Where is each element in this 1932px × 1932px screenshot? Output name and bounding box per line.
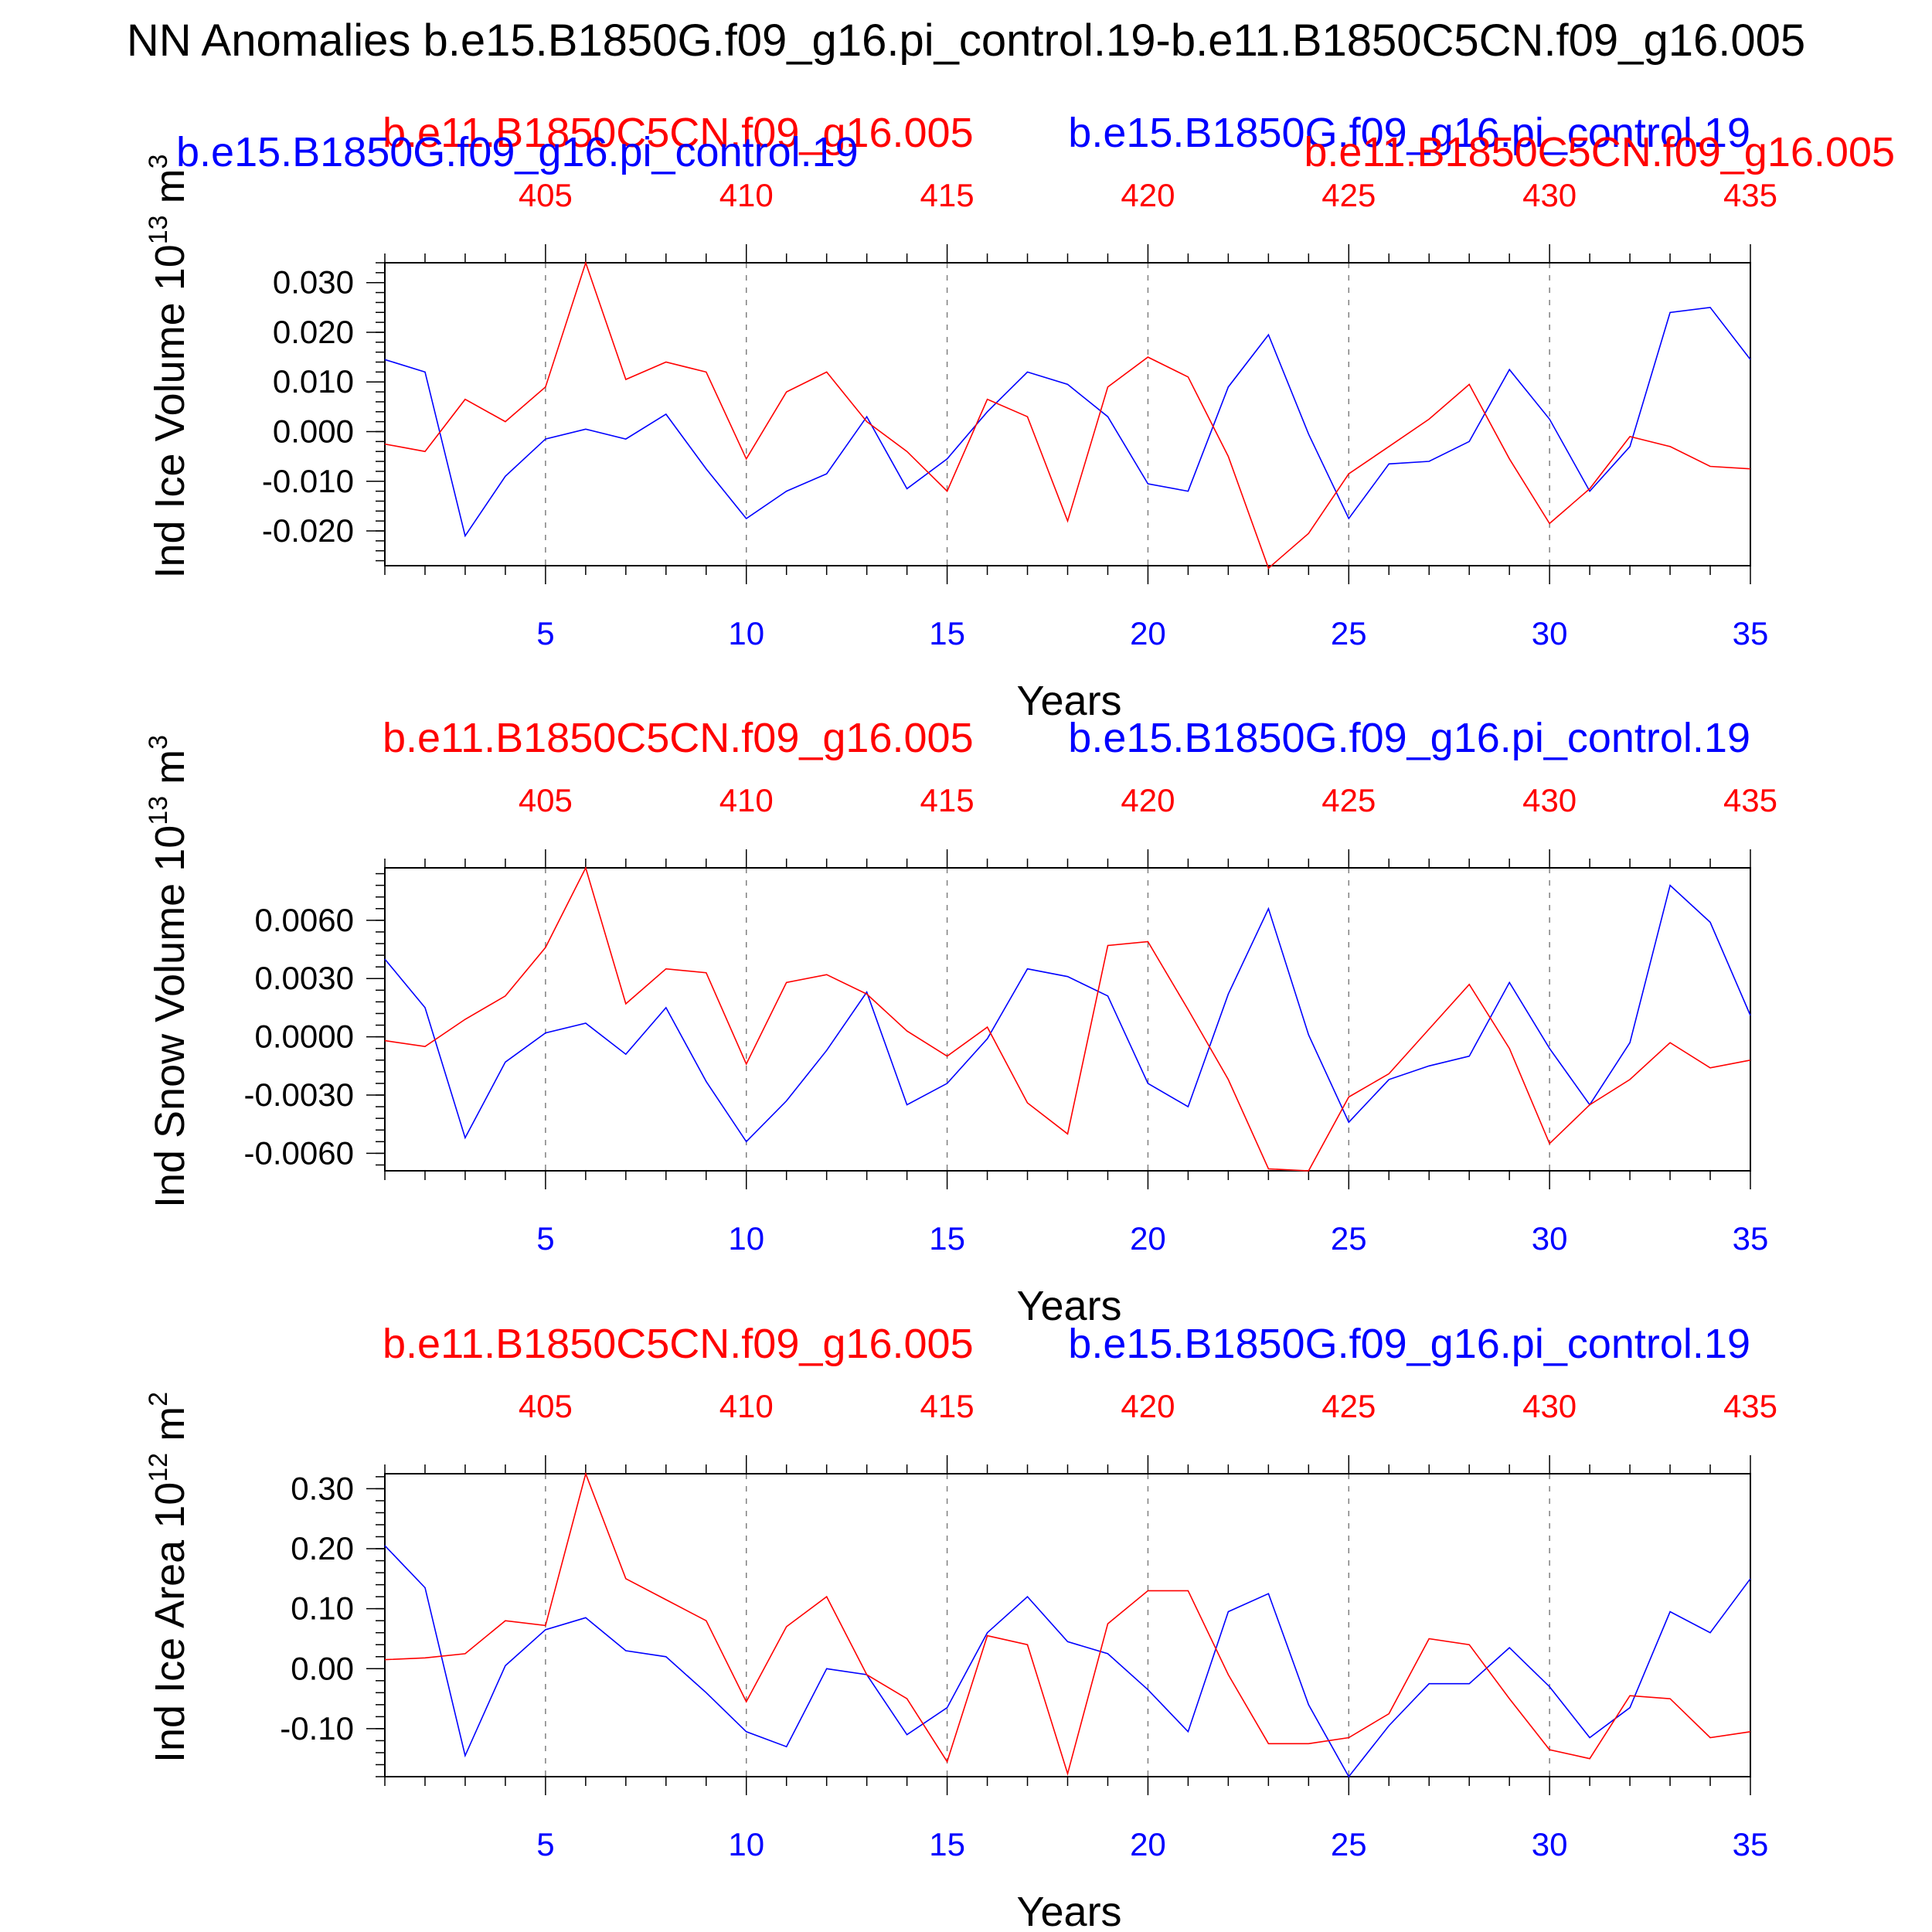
x-axis-label: Years xyxy=(1016,1283,1121,1329)
x-tick-label: 20 xyxy=(1130,1220,1166,1257)
y-tick-label: -0.010 xyxy=(262,463,354,499)
x-tick-label: 25 xyxy=(1331,1220,1367,1257)
top-tick-label: 420 xyxy=(1121,782,1175,818)
top-title-case-b: b.e11.B1850C5CN.f09_g16.005 xyxy=(383,715,974,761)
y-axis-label: Ind Ice Area 1012 m2 xyxy=(144,1392,193,1763)
y-tick-label: 0.20 xyxy=(291,1530,354,1566)
x-tick-label: 35 xyxy=(1733,1220,1769,1257)
top-tick-label: 435 xyxy=(1723,177,1777,213)
x-tick-label: 5 xyxy=(536,615,554,651)
top-tick-label: 415 xyxy=(920,1388,975,1424)
y-axis-label: Ind Ice Volume 1013 m3 xyxy=(144,154,193,578)
series-line-case-b xyxy=(384,1471,1751,1776)
chart-panel-2: -0.0060 -0.0030 0.0000 0.0030 0.0060 5 10 15 20 2… xyxy=(144,715,1777,1329)
top-title-case-a: b.e15.B1850G.f09_g16.pi_control.19 xyxy=(1068,110,1750,156)
panel-1-case-b-title: b.e11.B1850C5CN.f09_g16.005 xyxy=(1304,129,1895,175)
y-tick-label: -0.10 xyxy=(280,1710,354,1747)
y-tick-label: 0.0060 xyxy=(255,902,354,938)
y-tick-label: 0.000 xyxy=(273,413,354,449)
top-tick-label: 425 xyxy=(1321,177,1376,213)
x-tick-label: 30 xyxy=(1532,1220,1568,1257)
x-axis-label: Years xyxy=(1016,1889,1121,1932)
top-tick-label: 420 xyxy=(1121,1388,1175,1424)
series-line-case-a xyxy=(384,884,1751,1143)
y-tick-label: -0.0030 xyxy=(244,1077,354,1113)
page-title: NN Anomalies b.e15.B1850G.f09_g16.pi_con… xyxy=(127,15,1805,66)
x-tick-label: 20 xyxy=(1130,615,1166,651)
x-tick-label: 5 xyxy=(536,1826,554,1862)
top-tick-label: 430 xyxy=(1522,1388,1577,1424)
x-tick-label: 15 xyxy=(929,1220,965,1257)
x-axis-label: Years xyxy=(1016,678,1121,724)
y-tick-label: 0.10 xyxy=(291,1590,354,1627)
top-tick-label: 405 xyxy=(519,1388,573,1424)
x-tick-label: 35 xyxy=(1733,1826,1769,1862)
top-tick-label: 410 xyxy=(719,177,774,213)
y-tick-label: 0.0030 xyxy=(255,960,354,996)
top-title-case-b: b.e11.B1850C5CN.f09_g16.005 xyxy=(383,110,974,156)
chart-panel-1: -0.020 -0.010 0.000 0.010 0.020 0.030 5 10 15 20 2… xyxy=(144,110,1777,724)
y-tick-label: 0.030 xyxy=(273,264,354,301)
top-title-case-a: b.e15.B1850G.f09_g16.pi_control.19 xyxy=(1068,715,1750,761)
y-axis-label: Ind Snow Volume 1013 m3 xyxy=(144,735,193,1208)
y-tick-label: 0.010 xyxy=(273,363,354,400)
top-tick-label: 415 xyxy=(920,782,975,818)
series-line-case-b xyxy=(384,260,1751,570)
y-tick-label: -0.0060 xyxy=(244,1134,354,1171)
series-line-case-a xyxy=(384,1545,1751,1778)
x-tick-label: 30 xyxy=(1532,1826,1568,1862)
top-tick-label: 430 xyxy=(1522,177,1577,213)
top-title-case-b: b.e11.B1850C5CN.f09_g16.005 xyxy=(383,1321,974,1367)
x-tick-label: 15 xyxy=(929,615,965,651)
plot-frame xyxy=(384,1473,1751,1777)
x-tick-label: 25 xyxy=(1331,615,1367,651)
y-tick-label: -0.020 xyxy=(262,512,354,549)
x-tick-label: 10 xyxy=(728,615,764,651)
top-tick-label: 435 xyxy=(1723,782,1777,818)
y-tick-label: 0.30 xyxy=(291,1470,354,1506)
series-line-case-a xyxy=(384,306,1751,538)
x-tick-label: 25 xyxy=(1331,1826,1367,1862)
top-tick-label: 410 xyxy=(719,782,774,818)
top-tick-label: 405 xyxy=(519,177,573,213)
top-tick-label: 415 xyxy=(920,177,975,213)
top-tick-label: 410 xyxy=(719,1388,774,1424)
x-tick-label: 30 xyxy=(1532,615,1568,651)
x-tick-label: 20 xyxy=(1130,1826,1166,1862)
chart-panel-3: -0.10 0.00 0.10 0.20 0.30 5 10 15 20 25 30 35 405 410… xyxy=(144,1321,1777,1932)
x-tick-label: 5 xyxy=(536,1220,554,1257)
x-tick-label: 15 xyxy=(929,1826,965,1862)
top-tick-label: 430 xyxy=(1522,782,1577,818)
y-tick-label: 0.020 xyxy=(273,314,354,350)
top-tick-label: 425 xyxy=(1321,1388,1376,1424)
x-tick-label: 35 xyxy=(1733,615,1769,651)
top-title-case-a: b.e15.B1850G.f09_g16.pi_control.19 xyxy=(1068,1321,1750,1367)
x-tick-label: 10 xyxy=(728,1220,764,1257)
panel-1-case-a-title: b.e15.B1850G.f09_g16.pi_control.19 xyxy=(176,129,859,175)
top-tick-label: 405 xyxy=(519,782,573,818)
top-tick-label: 425 xyxy=(1321,782,1376,818)
y-tick-label: 0.00 xyxy=(291,1650,354,1686)
y-tick-label: 0.0000 xyxy=(255,1019,354,1055)
top-tick-label: 435 xyxy=(1723,1388,1777,1424)
plot-frame xyxy=(384,867,1751,1172)
top-tick-label: 420 xyxy=(1121,177,1175,213)
x-tick-label: 10 xyxy=(728,1826,764,1862)
series-line-case-b xyxy=(384,866,1751,1172)
